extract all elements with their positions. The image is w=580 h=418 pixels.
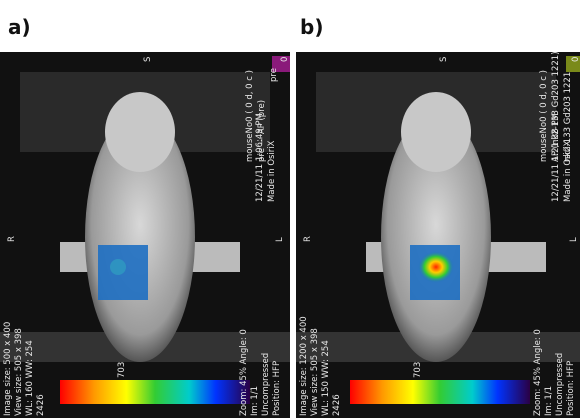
- overlay-text: Zoom: 45% Angle: 0: [239, 329, 249, 416]
- overlay-text: Uncompressed: [261, 353, 271, 416]
- overlay-text: 0: [571, 57, 580, 62]
- panel: mouseNo0 ( 0 d, 0 c ) AP (nk2-133 Gd203 …: [296, 51, 580, 418]
- overlay-text: 12/21/11 1:06:49 PM: [255, 113, 265, 202]
- overlay-text: 2426: [332, 394, 342, 416]
- overlay-text: 12/21/11 1:21:38 PM: [551, 113, 561, 202]
- overlay-text: Zoom: 45% Angle: 0: [533, 329, 543, 416]
- overlay-text: View size: 505 x 398: [14, 328, 24, 416]
- overlay-text: Image size: 1200 x 400: [299, 316, 309, 416]
- overlay-text: View size: 505 x 398: [310, 328, 320, 416]
- overlay-text: 703: [413, 362, 423, 378]
- overlay-text: 703: [117, 362, 127, 378]
- overlay-text: Im: 1/1: [250, 386, 260, 416]
- overlay-text: 2426: [36, 394, 46, 416]
- overlay-text: WL: 160 WW: 254: [25, 340, 35, 416]
- overlay-text: Im: 1/1: [544, 386, 554, 416]
- figure: a) b) mouseNo0 ( 0 d, 0 c ) pre — AP (pr…: [0, 0, 580, 418]
- overlay-text: R: [303, 236, 313, 242]
- overlay-text: Position: HFP: [566, 361, 576, 416]
- overlay-text: mouseNo0 ( 0 d, 0 c ): [245, 70, 255, 162]
- overlay-text: R: [7, 236, 17, 242]
- overlay-text: Position: HFP: [272, 361, 282, 416]
- overlay-text: S: [439, 57, 449, 62]
- overlay-text: WL: 150 WW: 254: [321, 340, 331, 416]
- overlay-text: S: [143, 57, 153, 62]
- overlay-text: L: [569, 237, 579, 242]
- overlay-text: Image size: 500 x 400: [3, 322, 13, 416]
- overlay-text: pre: [269, 68, 279, 82]
- overlay-text: Uncompressed: [555, 353, 565, 416]
- overlay-text: Made in OsiriX: [267, 140, 277, 202]
- panel-label: a): [8, 15, 31, 39]
- panel-label: b): [300, 15, 323, 39]
- overlay-text: mouseNo0 ( 0 d, 0 c ): [539, 70, 549, 162]
- panel: mouseNo0 ( 0 d, 0 c ) pre — AP (pre) pre…: [0, 52, 290, 418]
- overlay-text: L: [275, 237, 285, 242]
- overlay-text: 0: [280, 57, 290, 62]
- overlay-text: Made in OsiriX: [563, 140, 573, 202]
